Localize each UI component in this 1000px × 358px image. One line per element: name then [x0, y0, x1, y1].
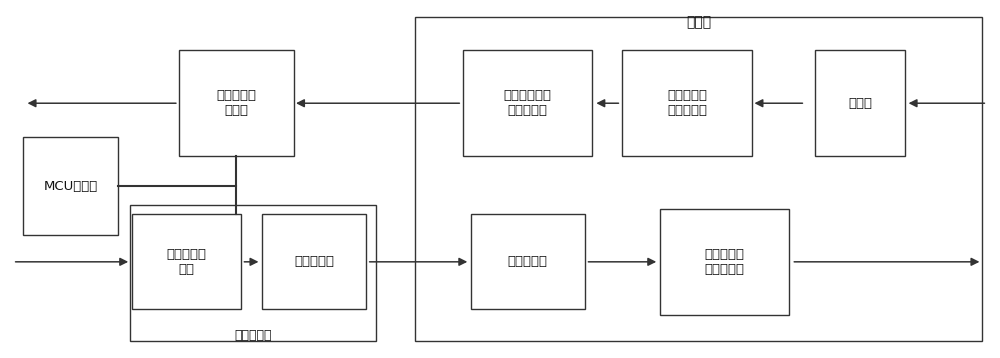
Bar	[415, 17, 982, 341]
Text: 分布式反馈激
光器驱动器: 分布式反馈激 光器驱动器	[504, 89, 552, 117]
Bar	[262, 214, 366, 309]
Bar	[622, 50, 752, 156]
Bar	[815, 50, 905, 156]
Bar	[463, 50, 592, 156]
Bar	[660, 209, 789, 315]
Bar	[130, 205, 376, 341]
Text: 限幅放大器: 限幅放大器	[508, 255, 548, 268]
Text: 第二时钟数
据恢复电路: 第二时钟数 据恢复电路	[705, 248, 745, 276]
Bar	[23, 137, 118, 236]
Text: 跨阻放大器: 跨阻放大器	[294, 255, 334, 268]
Text: 雪崩光电二
极管: 雪崩光电二 极管	[167, 248, 207, 276]
Text: 第一时钟数
据恢复电路: 第一时钟数 据恢复电路	[667, 89, 707, 117]
Text: 光接收组件: 光接收组件	[235, 329, 272, 342]
Text: 分布式反馈
激光器: 分布式反馈 激光器	[216, 89, 256, 117]
Text: 主芯片: 主芯片	[686, 15, 711, 29]
Text: 均衡器: 均衡器	[848, 97, 872, 110]
Text: MCU控制器: MCU控制器	[43, 180, 98, 193]
Bar	[179, 50, 294, 156]
Bar	[471, 214, 585, 309]
Bar	[132, 214, 241, 309]
